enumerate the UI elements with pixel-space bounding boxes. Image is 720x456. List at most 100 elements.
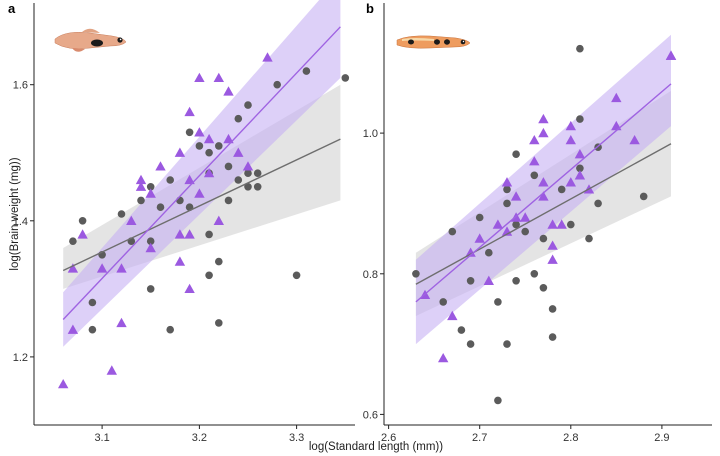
data-point-triangle: [96, 263, 108, 273]
data-point-triangle: [629, 135, 640, 145]
data-point-circle: [512, 220, 520, 229]
data-point-circle: [176, 196, 184, 205]
data-point-circle: [234, 176, 243, 184]
data-point-triangle: [184, 229, 195, 239]
y-tick-label: 1.6: [13, 80, 28, 92]
data-point-circle: [215, 257, 223, 266]
data-point-triangle: [67, 263, 79, 273]
fish-illustration-b: [396, 35, 471, 49]
data-point-circle: [146, 285, 155, 293]
data-point-triangle: [438, 353, 449, 363]
x-tick-label: 3.2: [192, 432, 207, 444]
data-point-circle: [302, 67, 311, 75]
data-point-triangle: [174, 229, 186, 239]
data-point-circle: [273, 80, 282, 89]
data-point-circle: [439, 298, 448, 306]
data-point-circle: [156, 203, 165, 211]
data-point-circle: [224, 196, 233, 205]
data-point-triangle: [116, 263, 127, 273]
data-point-triangle: [565, 120, 576, 131]
x-tick-label: 2.8: [563, 432, 578, 444]
data-point-circle: [557, 185, 566, 194]
confidence-band-purple: [415, 34, 671, 345]
data-point-circle: [88, 298, 97, 307]
data-point-circle: [576, 115, 584, 123]
data-point-triangle: [547, 254, 558, 264]
data-point-triangle: [501, 177, 513, 187]
x-tick-label: 3.1: [94, 432, 109, 444]
regression-line-grey: [415, 143, 672, 285]
data-point-circle: [466, 277, 475, 285]
data-point-triangle: [223, 133, 234, 144]
data-point-triangle: [529, 156, 540, 166]
data-point-triangle: [574, 170, 586, 180]
data-point-triangle: [77, 229, 88, 239]
data-point-circle: [412, 270, 420, 278]
data-point-circle: [137, 196, 145, 205]
data-point-triangle: [174, 147, 186, 157]
data-point-circle: [539, 234, 548, 243]
data-point-triangle: [145, 188, 156, 198]
panel-b-letter: b: [366, 1, 374, 16]
data-point-triangle: [135, 181, 147, 191]
data-point-triangle: [203, 133, 215, 144]
data-point-circle: [341, 74, 350, 82]
data-point-circle: [244, 101, 252, 109]
data-point-triangle: [538, 177, 549, 187]
data-point-circle: [548, 305, 557, 313]
x-tick-label: 2.6: [381, 432, 396, 444]
data-point-triangle: [233, 147, 244, 157]
data-point-triangle: [447, 310, 458, 321]
data-point-circle: [215, 142, 223, 150]
data-point-circle: [78, 217, 87, 225]
plot-layer-a: [58, 0, 350, 389]
data-point-circle: [117, 210, 126, 218]
data-point-circle: [205, 271, 213, 280]
data-point-circle: [530, 270, 539, 278]
data-point-triangle: [565, 177, 576, 187]
data-point-triangle: [665, 50, 677, 60]
plot-layer-b: [412, 34, 677, 405]
data-point-circle: [548, 333, 557, 341]
x-tick-label: 2.9: [654, 432, 669, 444]
x-tick-label: 3.3: [289, 432, 304, 444]
data-point-circle: [466, 340, 475, 348]
data-point-circle: [146, 237, 155, 245]
data-point-triangle: [492, 219, 504, 229]
panel-a-letter: a: [8, 1, 16, 16]
data-point-triangle: [184, 106, 195, 117]
data-point-circle: [215, 319, 223, 327]
data-point-circle: [69, 237, 77, 245]
data-point-triangle: [611, 92, 622, 103]
data-point-triangle: [213, 72, 224, 82]
data-point-circle: [166, 176, 174, 184]
data-point-circle: [224, 162, 233, 171]
data-point-circle: [530, 171, 539, 180]
data-point-circle: [494, 396, 502, 405]
data-point-circle: [503, 185, 511, 194]
data-point-circle: [244, 169, 252, 177]
data-point-circle: [585, 234, 593, 243]
regression-line-grey: [62, 138, 341, 272]
regression-line-purple: [415, 83, 672, 303]
x-tick-label: 2.7: [472, 432, 487, 444]
data-point-triangle: [145, 242, 156, 253]
data-point-circle: [146, 183, 155, 191]
data-point-circle: [88, 325, 97, 334]
data-point-triangle: [474, 233, 485, 243]
data-point-triangle: [155, 161, 166, 171]
data-point-triangle: [194, 127, 205, 137]
data-point-triangle: [194, 72, 205, 82]
data-point-triangle: [223, 86, 234, 96]
data-point-triangle: [58, 379, 69, 389]
panel-b: b 2.6 2.7 2.8 2.9 0.6 0.8 1.0: [363, 1, 712, 444]
data-point-triangle: [116, 317, 127, 328]
data-point-circle: [195, 142, 204, 150]
fish-illustration-a: [54, 28, 127, 52]
panel-a: a 3.1 3.2 3.3 1.2 1.4 1.6: [8, 0, 355, 444]
data-point-circle: [512, 277, 520, 285]
data-point-circle: [253, 169, 262, 177]
data-point-circle: [512, 150, 520, 158]
y-tick-label: 1.0: [363, 128, 378, 140]
